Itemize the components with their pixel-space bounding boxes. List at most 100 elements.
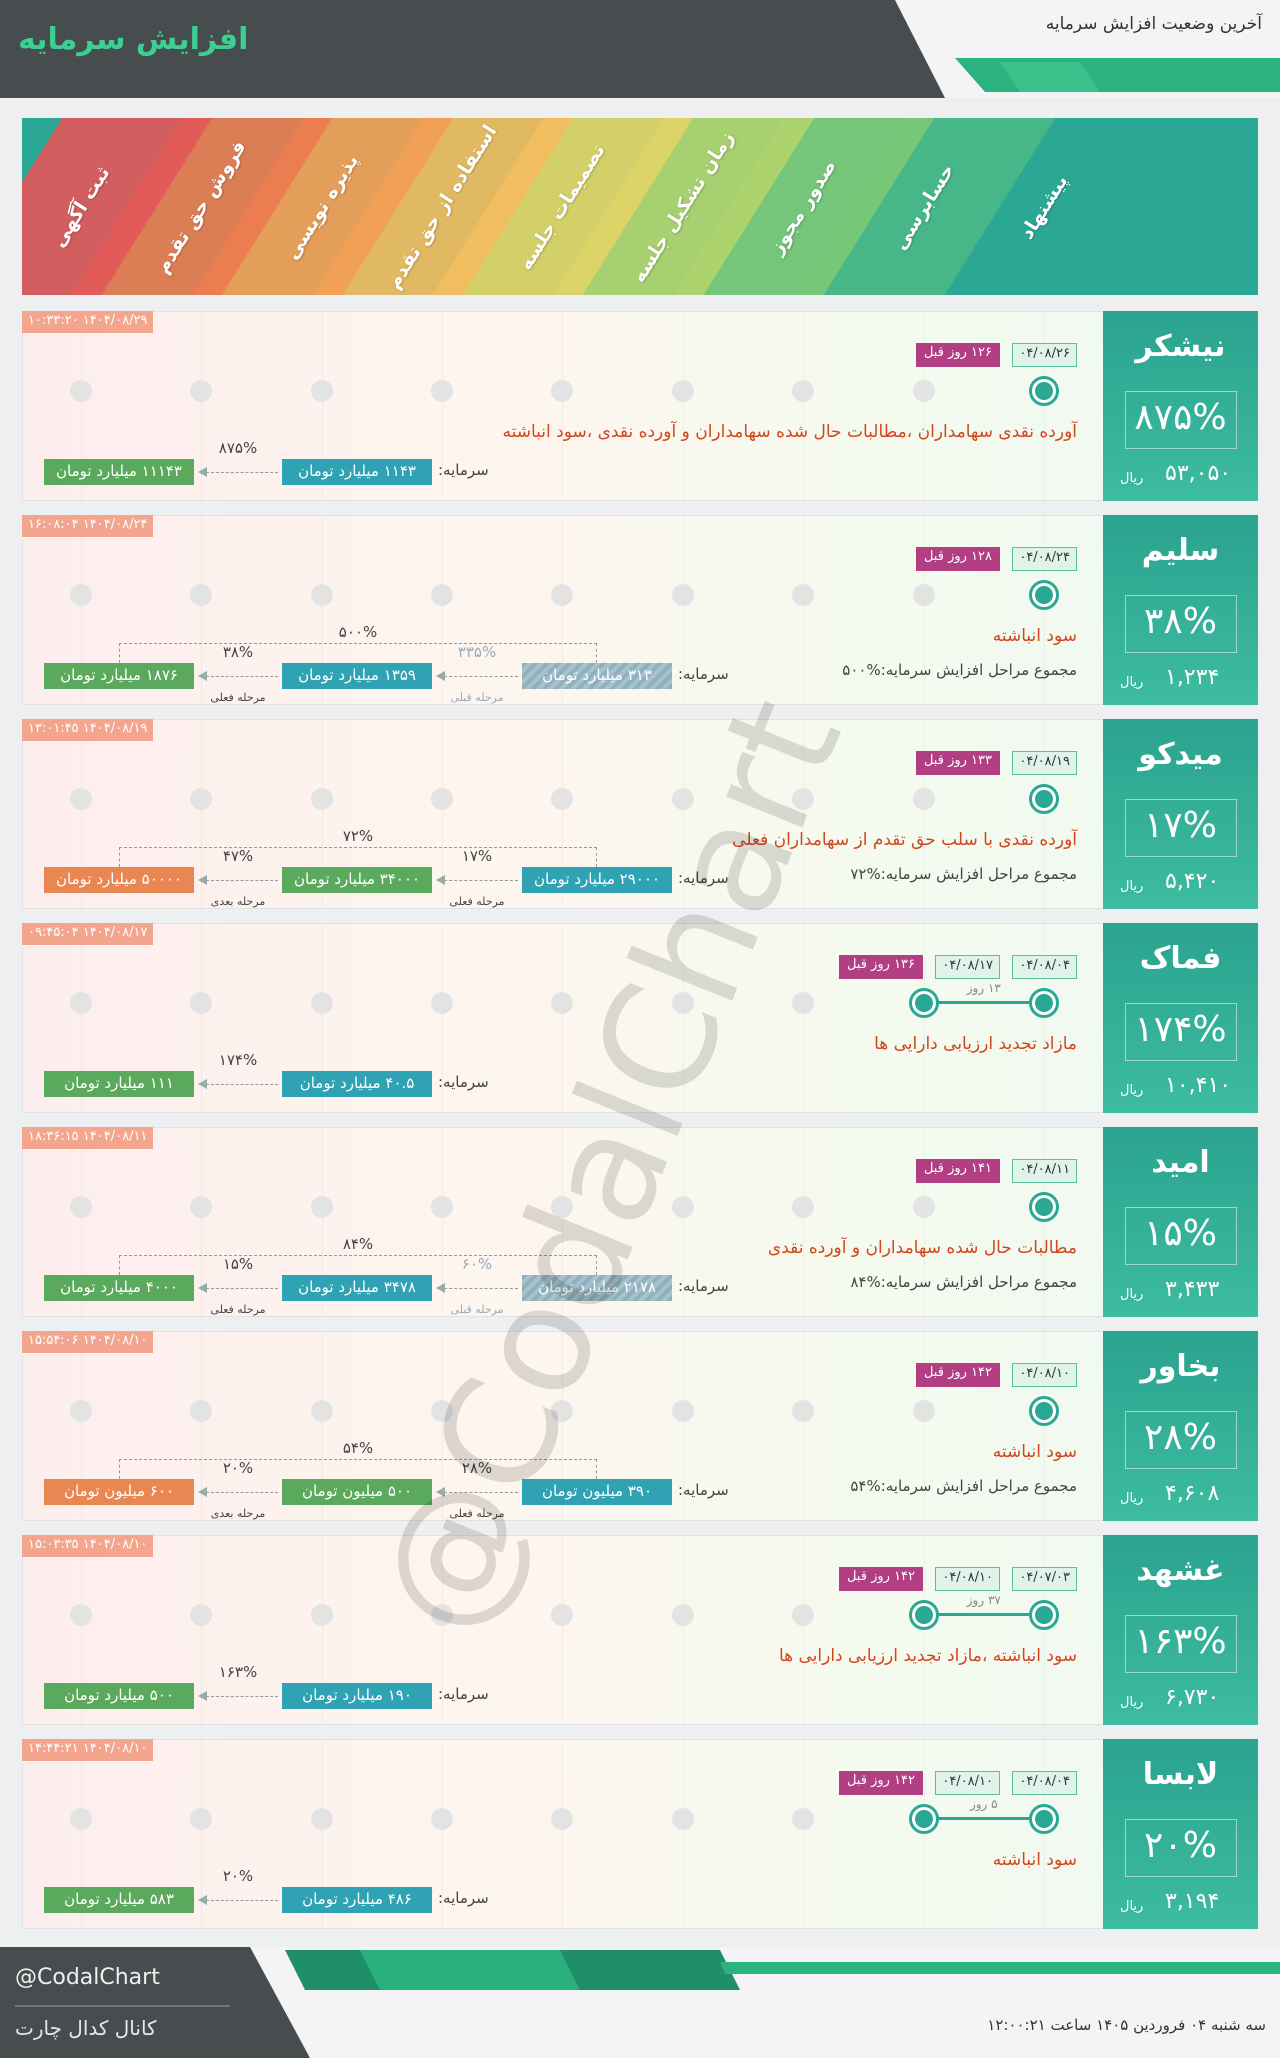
capital-box: ۳۱۳ میلیارد تومان — [522, 663, 672, 689]
column-guide — [442, 311, 443, 501]
percent: ۱۷% — [1144, 805, 1217, 846]
capital-label: سرمایه: — [678, 665, 729, 683]
capital-box: ۴۸۶ میلیارد تومان — [282, 1887, 432, 1913]
gap-label: ۳۷ روز — [966, 1593, 1001, 1607]
stage-dot — [671, 1604, 694, 1626]
date-badge: ۰۴/۰۸/۲۴ — [1012, 547, 1077, 571]
column-guide — [562, 719, 564, 909]
step-arrow-head — [198, 875, 207, 885]
column-guide — [803, 719, 805, 909]
description: سود انباشته — [992, 1850, 1077, 1870]
stage-dot — [190, 788, 213, 810]
step-arrow-head — [436, 1283, 445, 1293]
step-percent: ۲۰% — [222, 1459, 254, 1477]
total-bracket — [119, 1255, 597, 1275]
stage-dot — [912, 788, 935, 810]
column-guide — [201, 1739, 203, 1929]
stage-dot — [69, 1196, 92, 1218]
stage-dot — [671, 584, 694, 606]
card — [22, 311, 1258, 501]
column-guide — [1044, 923, 1045, 1113]
stage-dot — [431, 1808, 453, 1830]
step-arrow-line — [206, 1492, 278, 1493]
percent-frame — [1125, 799, 1237, 857]
days-ago-badge: ۱۴۱ روز قبل — [915, 1159, 1000, 1183]
stage-dot — [69, 584, 92, 606]
date-badge: ۰۴/۰۸/۱۹ — [1012, 751, 1077, 775]
capital-box: ۳۴۷۸ میلیارد تومان — [282, 1275, 432, 1301]
column-guide — [321, 1739, 323, 1929]
timeline-link — [923, 1613, 1044, 1616]
date-badge: ۰۴/۰۸/۱۱ — [1012, 1159, 1077, 1183]
card — [22, 923, 1258, 1113]
gap-label: ۵ روز — [969, 1797, 998, 1811]
capital-label: سرمایه: — [438, 461, 489, 479]
stage-dot-core — [1035, 994, 1053, 1012]
stage-dot — [671, 1400, 694, 1422]
step-label: مرحله فعلی — [449, 895, 505, 908]
stage-dot — [310, 380, 333, 402]
stage-dot-core — [1035, 382, 1053, 400]
company-name: امید — [1151, 1145, 1210, 1180]
stage-dot — [792, 1808, 815, 1830]
stage-dot — [190, 1400, 213, 1422]
column-guide — [562, 1127, 564, 1317]
percent: ۱۵% — [1144, 1213, 1217, 1254]
step-arrow-line — [206, 880, 278, 881]
capital-box: ۱۱۱۴۳ میلیارد تومان — [44, 459, 194, 485]
capital-box: ۳۴۰۰۰ میلیارد تومان — [282, 867, 432, 893]
total-bracket — [119, 643, 597, 663]
step-percent: ۱۷۴% — [218, 1051, 258, 1069]
capital-box: ۴۰.۵ میلیارد تومان — [282, 1071, 432, 1097]
total-bracket — [119, 1459, 597, 1479]
column-guide — [321, 311, 323, 501]
stage-dot — [792, 380, 815, 402]
timestamp: ۱۴۰۴/۰۸/۱۹ ۱۳:۰۱:۴۵ — [22, 719, 154, 741]
stage-dot — [551, 1196, 574, 1218]
percent: ۱۶۳% — [1134, 1621, 1227, 1662]
capital-label: سرمایه: — [678, 1277, 729, 1295]
date-badge: ۰۴/۰۷/۰۳ — [1012, 1567, 1077, 1591]
percent-frame — [1125, 391, 1237, 449]
column-guide — [682, 311, 684, 501]
column-guide — [1044, 311, 1045, 501]
stage-dot-active — [1029, 1192, 1059, 1222]
capital-box: ۴۰۰۰ میلیارد تومان — [44, 1275, 194, 1301]
company-name: فماک — [1139, 941, 1222, 976]
timeline-link — [923, 1001, 1044, 1004]
stage-dot-core — [1035, 1198, 1053, 1216]
price: ۵,۴۲۰ — [1165, 869, 1220, 894]
stage-dot-core — [1035, 790, 1053, 808]
page-subtitle: آخرین وضعیت افزایش سرمایه — [1045, 14, 1262, 34]
step-label: مرحله قبلی — [450, 1303, 504, 1316]
total-bracket — [119, 847, 597, 867]
stage-dot — [310, 1400, 333, 1422]
summary: مجموع مراحل افزایش سرمایه:%۸۴ — [850, 1273, 1077, 1291]
column-guide — [201, 1535, 203, 1725]
timestamp: ۱۴۰۴/۰۸/۱۱ ۱۸:۳۶:۱۵ — [22, 1127, 154, 1149]
column-guide — [321, 1331, 323, 1521]
column-guide — [201, 923, 203, 1113]
step-percent: ۸۷۵% — [218, 439, 258, 457]
currency: ریال — [1120, 1695, 1144, 1710]
step-label: مرحله فعلی — [449, 1507, 505, 1520]
stage-dot-core — [1035, 1606, 1053, 1624]
column-guide — [201, 719, 203, 909]
column-guide — [923, 311, 925, 501]
stage-dot-active — [1029, 1804, 1059, 1834]
capital-label: سرمایه: — [438, 1889, 489, 1907]
days-ago-badge: ۱۲۸ روز قبل — [915, 547, 1000, 571]
column-guide — [442, 1331, 443, 1521]
date-badge: ۰۴/۰۸/۱۰ — [935, 1771, 1000, 1795]
timestamp: ۱۴۰۴/۰۸/۲۴ ۱۶:۰۸:۰۴ — [22, 515, 154, 537]
stage-dot — [671, 380, 694, 402]
company-name: سلیم — [1141, 533, 1220, 568]
days-ago-badge: ۱۴۲ روز قبل — [838, 1771, 923, 1795]
column-guide — [1044, 719, 1045, 909]
stage-dot-core — [914, 994, 933, 1012]
step-label: مرحله قبلی — [450, 691, 504, 704]
price: ۳,۴۳۳ — [1165, 1277, 1220, 1302]
stage-dot — [190, 1604, 213, 1626]
step-percent: ۲۸% — [461, 1459, 493, 1477]
company-name: بخاور — [1140, 1349, 1221, 1384]
